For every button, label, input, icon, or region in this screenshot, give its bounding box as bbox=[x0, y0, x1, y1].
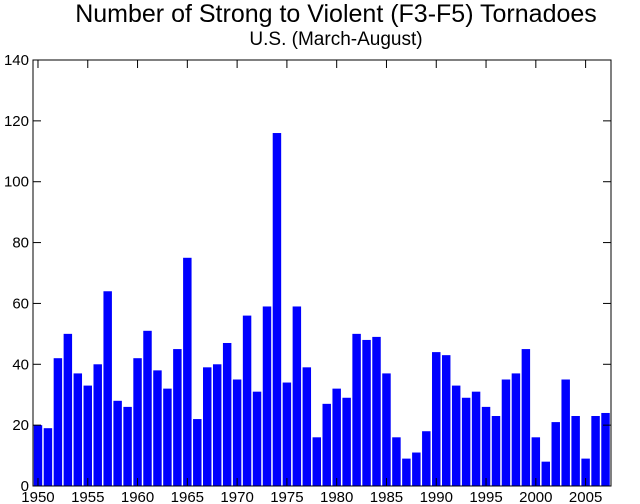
bar-1993 bbox=[461, 397, 471, 486]
bar-1992 bbox=[451, 385, 461, 486]
y-tick-label: 0 bbox=[21, 478, 29, 495]
bar-1981 bbox=[342, 397, 351, 486]
bar-1983 bbox=[362, 339, 371, 486]
bar-1991 bbox=[441, 355, 451, 486]
bar-2002 bbox=[551, 422, 560, 486]
bar-1973 bbox=[262, 306, 272, 486]
y-tick-label: 20 bbox=[12, 417, 29, 434]
bar-1969 bbox=[222, 342, 232, 486]
bar-1980 bbox=[332, 388, 341, 486]
bar-1985 bbox=[382, 373, 391, 486]
bar-1988 bbox=[412, 452, 421, 486]
y-tick-label: 120 bbox=[4, 113, 29, 130]
x-tick-label: 1950 bbox=[21, 489, 54, 504]
bar-1982 bbox=[352, 333, 361, 486]
bar-1970 bbox=[232, 379, 242, 486]
bar-1965 bbox=[183, 257, 192, 486]
bar-1998 bbox=[511, 373, 521, 486]
bar-1954 bbox=[73, 373, 83, 486]
x-tick-label: 1955 bbox=[71, 489, 104, 504]
bar-1986 bbox=[392, 437, 401, 486]
y-tick-label: 100 bbox=[4, 174, 29, 191]
bar-1952 bbox=[53, 358, 63, 486]
bar-1967 bbox=[203, 367, 212, 486]
bar-1963 bbox=[163, 388, 172, 486]
x-tick-label: 1980 bbox=[320, 489, 353, 504]
y-tick-label: 80 bbox=[12, 235, 29, 252]
bar-1961 bbox=[143, 330, 152, 486]
bar-1956 bbox=[93, 364, 102, 486]
bar-1976 bbox=[292, 306, 302, 486]
bar-1989 bbox=[422, 431, 431, 486]
bar-1955 bbox=[83, 385, 92, 486]
bar-2001 bbox=[541, 461, 551, 486]
bar-1978 bbox=[312, 437, 321, 486]
bar-1971 bbox=[242, 315, 252, 486]
chart-title: Number of Strong to Violent (F3-F5) Torn… bbox=[75, 0, 597, 28]
bar-1957 bbox=[103, 291, 112, 486]
bar-1960 bbox=[133, 358, 142, 486]
bar-1999 bbox=[521, 349, 531, 486]
bar-1959 bbox=[123, 406, 132, 486]
chart-subtitle: U.S. (March-August) bbox=[249, 29, 422, 50]
bar-1962 bbox=[153, 370, 162, 486]
bar-1972 bbox=[252, 391, 262, 486]
bar-1968 bbox=[212, 364, 222, 486]
bar-1987 bbox=[402, 458, 411, 486]
bar-1974 bbox=[272, 133, 282, 486]
y-tick-label: 40 bbox=[12, 356, 29, 373]
bar-1984 bbox=[372, 336, 381, 486]
x-tick-label: 1960 bbox=[121, 489, 154, 504]
bar-2004 bbox=[571, 416, 580, 486]
x-tick-label: 1965 bbox=[171, 489, 204, 504]
bar-1979 bbox=[322, 403, 331, 486]
x-tick-label: 1975 bbox=[270, 489, 303, 504]
x-tick-label: 1995 bbox=[469, 489, 502, 504]
bar-1994 bbox=[471, 391, 481, 486]
bar-1990 bbox=[432, 352, 441, 486]
bar-2000 bbox=[531, 437, 541, 486]
bar-1995 bbox=[481, 406, 491, 486]
bar-1975 bbox=[282, 382, 292, 486]
y-tick-label: 140 bbox=[4, 52, 29, 69]
bar-2006 bbox=[591, 416, 600, 486]
bar-1997 bbox=[501, 379, 511, 486]
bar-1958 bbox=[113, 400, 122, 486]
bar-2003 bbox=[561, 379, 570, 486]
bar-2005 bbox=[581, 458, 590, 486]
bar-1966 bbox=[193, 419, 202, 486]
bar-2007 bbox=[601, 412, 610, 486]
x-tick-label: 1990 bbox=[420, 489, 453, 504]
y-axis-ticks: 0 20 40 60 80 100 120 140 bbox=[4, 52, 611, 495]
plot-frame bbox=[32, 59, 612, 487]
x-tick-label: 1970 bbox=[220, 489, 253, 504]
bar-series bbox=[33, 133, 610, 486]
x-tick-label: 2005 bbox=[569, 489, 602, 504]
bar-1951 bbox=[43, 428, 53, 486]
bar-1996 bbox=[491, 416, 501, 486]
bar-1977 bbox=[302, 367, 312, 486]
x-tick-label: 2000 bbox=[519, 489, 552, 504]
x-axis-ticks: 1950 1955 1960 1965 1970 1975 1980 1985 1990 1995… bbox=[21, 60, 602, 504]
x-tick-label: 1985 bbox=[370, 489, 403, 504]
bar-1953 bbox=[63, 333, 73, 486]
bar-1950 bbox=[33, 425, 43, 486]
bar-1964 bbox=[173, 349, 182, 486]
y-tick-label: 60 bbox=[12, 295, 29, 312]
